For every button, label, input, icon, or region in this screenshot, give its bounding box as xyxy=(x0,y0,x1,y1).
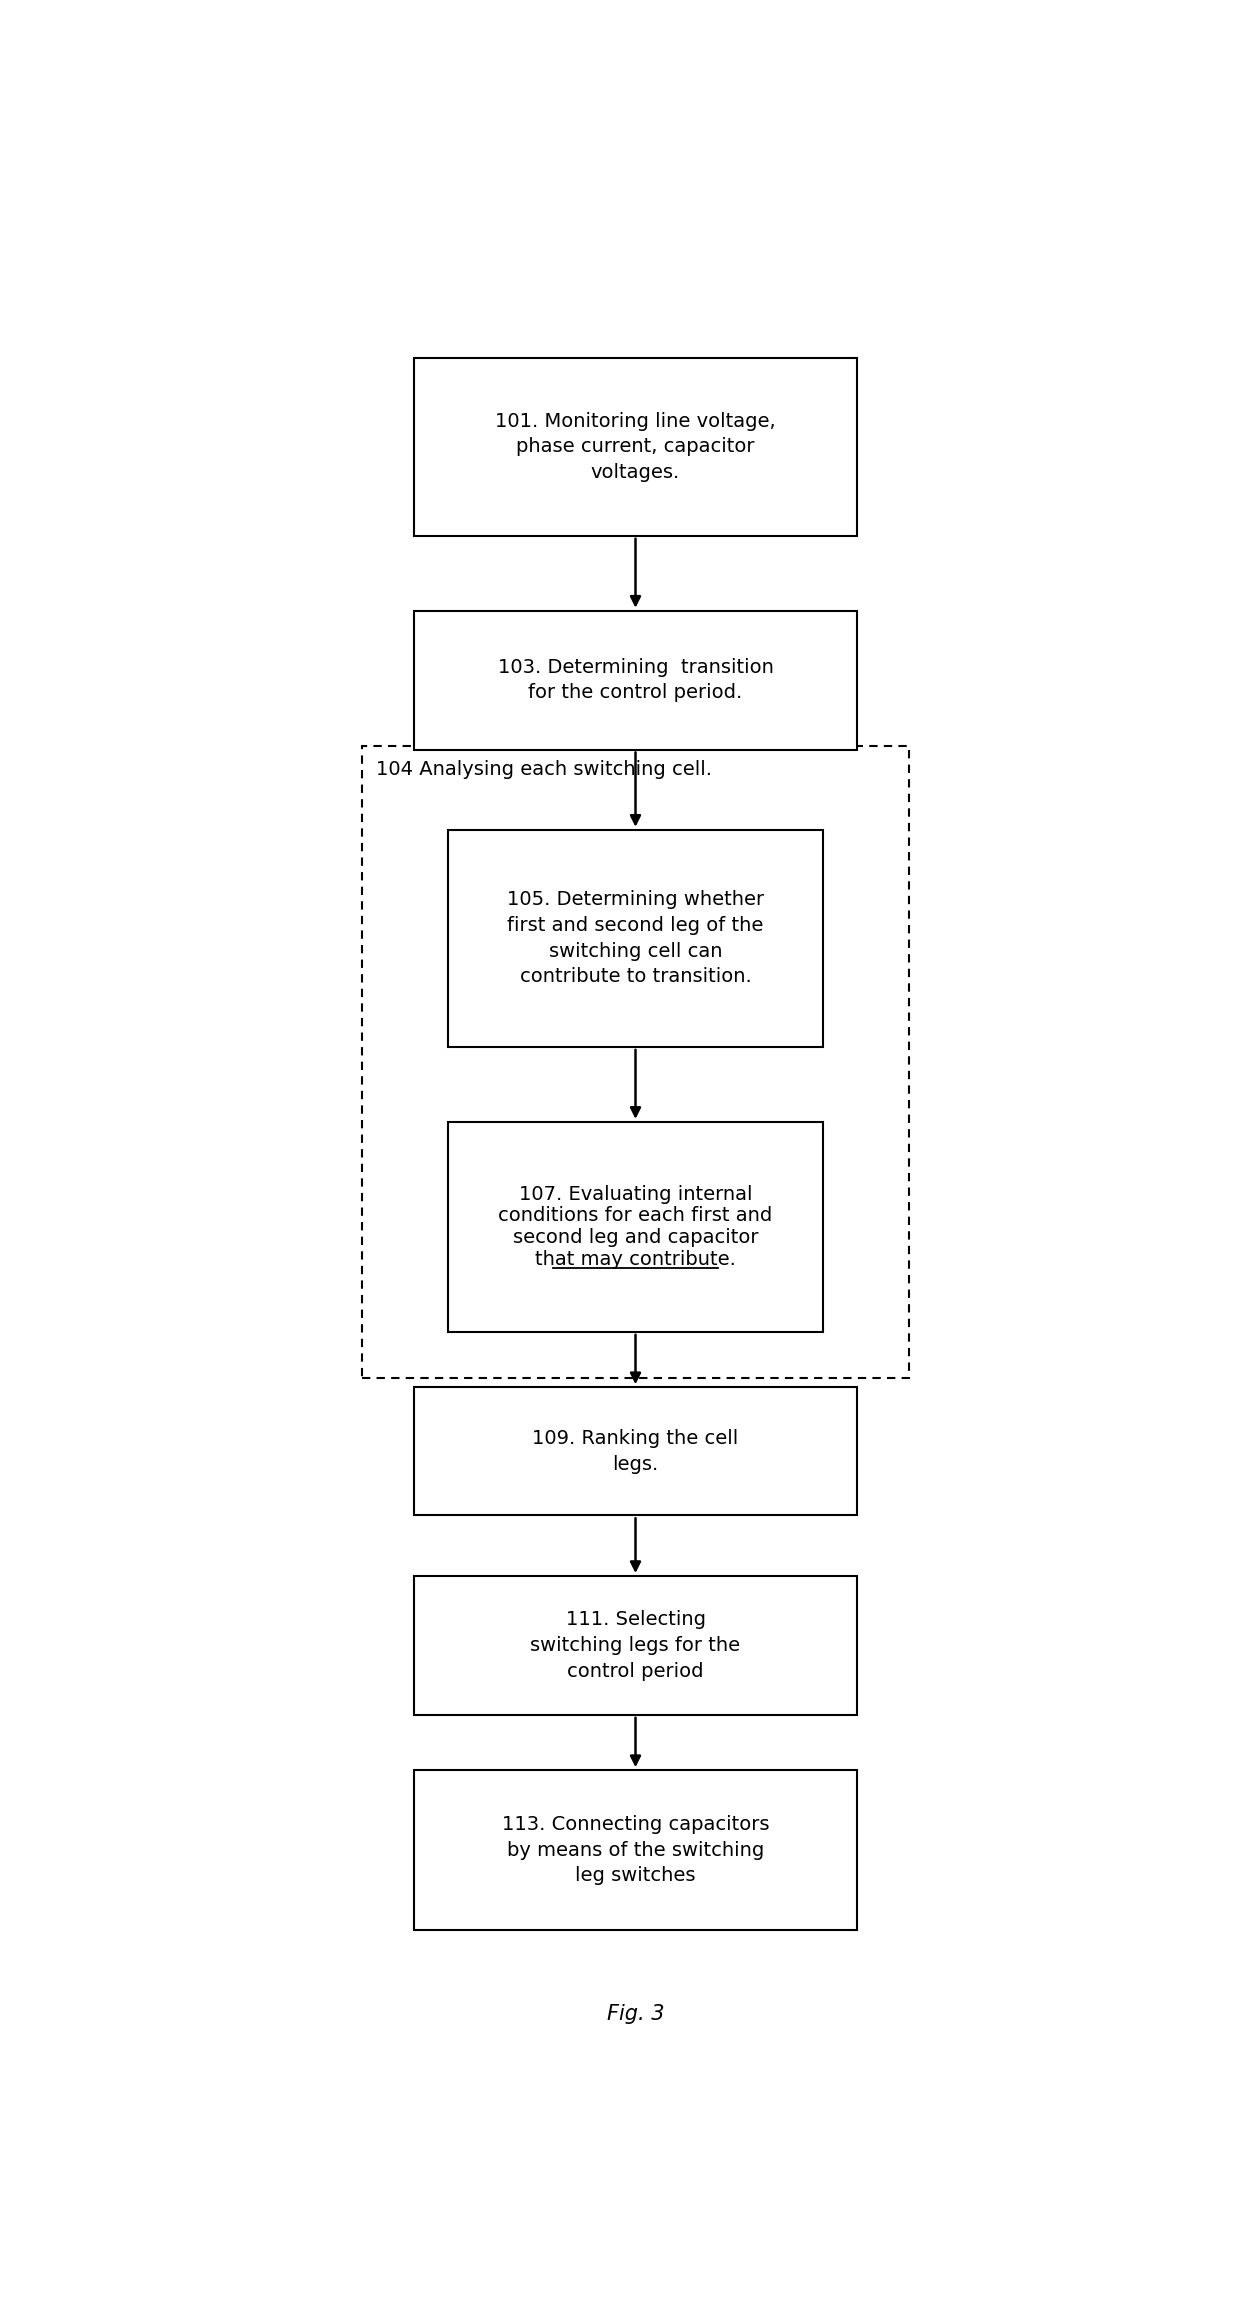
Text: 107. Evaluating internal: 107. Evaluating internal xyxy=(518,1184,753,1203)
Text: conditions for each first and: conditions for each first and xyxy=(498,1207,773,1226)
Text: 103. Determining  transition
for the control period.: 103. Determining transition for the cont… xyxy=(497,657,774,703)
FancyBboxPatch shape xyxy=(448,830,823,1048)
Text: 111. Selecting
switching legs for the
control period: 111. Selecting switching legs for the co… xyxy=(531,1610,740,1682)
Text: 113. Connecting capacitors
by means of the switching
leg switches: 113. Connecting capacitors by means of t… xyxy=(502,1816,769,1885)
FancyBboxPatch shape xyxy=(362,747,909,1379)
Text: second leg and capacitor: second leg and capacitor xyxy=(513,1228,758,1247)
Text: 105. Determining whether
first and second leg of the
switching cell can
contribu: 105. Determining whether first and secon… xyxy=(507,891,764,985)
FancyBboxPatch shape xyxy=(414,359,857,537)
FancyBboxPatch shape xyxy=(414,1769,857,1931)
Text: 104 Analysing each switching cell.: 104 Analysing each switching cell. xyxy=(376,761,712,779)
Text: 101. Monitoring line voltage,
phase current, capacitor
voltages.: 101. Monitoring line voltage, phase curr… xyxy=(495,412,776,481)
FancyBboxPatch shape xyxy=(448,1122,823,1332)
Text: 109. Ranking the cell
legs.: 109. Ranking the cell legs. xyxy=(532,1429,739,1473)
Text: Fig. 3: Fig. 3 xyxy=(606,2003,665,2024)
FancyBboxPatch shape xyxy=(414,1388,857,1515)
FancyBboxPatch shape xyxy=(414,1575,857,1714)
Text: that may contribute.: that may contribute. xyxy=(536,1249,735,1270)
FancyBboxPatch shape xyxy=(414,611,857,749)
